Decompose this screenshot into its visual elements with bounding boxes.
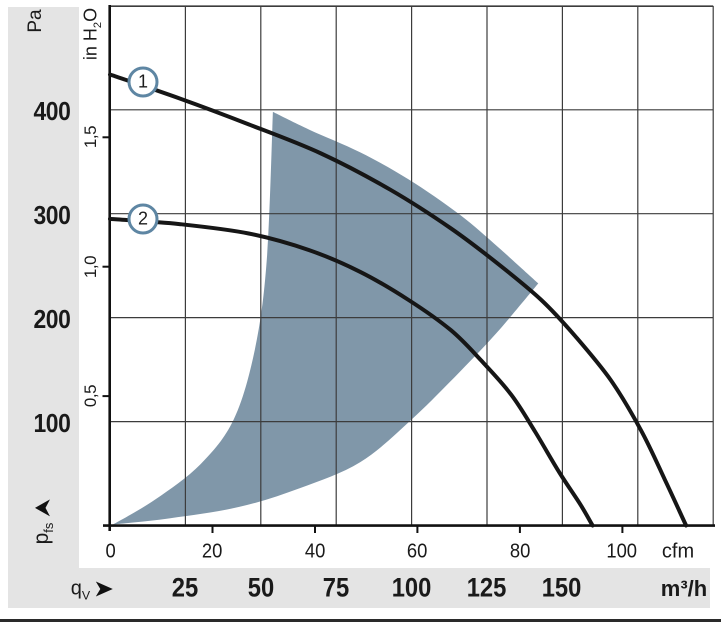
m3h-tick-125: 125 [467,572,507,603]
cfm-tick-100: 100 [606,540,638,563]
flow-direction-arrow-icon [96,581,114,597]
m3h-tick-50: 50 [247,572,275,603]
pfs-axis-label: pfs [30,499,57,545]
cfm-tick-80: 80 [509,540,531,563]
m3h-tick-75: 75 [322,572,350,603]
qv-symbol: qV [70,577,91,603]
inh2o-tick-0-5: 0,5 [81,384,100,408]
cfm-tick-marks [211,525,624,533]
curve-1-badge: 1 [127,66,159,98]
pfs-symbol: pfs [30,522,57,545]
figure-bottom-rule [0,619,721,622]
inh2o-tick-1-0: 1,0 [81,255,100,279]
pa-tick-100: 100 [33,408,71,438]
inh2o-unit-label: in H2O [80,7,105,61]
m3h-tick-150: 150 [542,572,582,603]
m3h-tick-100: 100 [392,572,432,603]
curve-2-badge-label: 2 [137,208,148,229]
fan-curve-1 [108,72,689,528]
cfm-tick-0: 0 [105,540,117,563]
pa-tick-200: 200 [33,304,71,334]
inh2o-tick-1-5: 1,5 [81,125,100,149]
m3h-unit-label: m³/h [660,576,708,601]
fan-curve-2 [108,216,595,528]
inh2o-tick-marks [102,136,110,398]
flow-axis-panel [8,568,710,608]
qv-axis-label: qV [70,577,114,603]
cfm-tick-20: 20 [201,540,223,563]
curve-2-badge: 2 [127,203,159,235]
cfm-tick-60: 60 [406,540,428,563]
m3h-tick-25: 25 [171,572,199,603]
grid-lines [110,5,714,526]
pa-tick-300: 300 [33,200,71,230]
pressure-direction-arrow-icon [34,499,50,517]
cfm-unit-label: cfm [661,540,695,563]
pa-tick-400: 400 [33,96,71,126]
axis-lines [103,5,715,531]
curve-1-badge-label: 1 [137,71,148,92]
pressure-unit-label: Pa [25,9,46,33]
cfm-tick-40: 40 [304,540,326,563]
